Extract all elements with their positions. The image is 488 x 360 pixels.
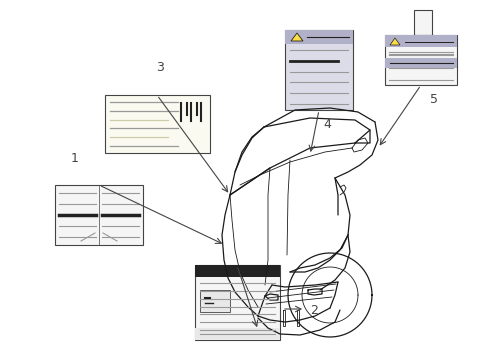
Bar: [285, 30, 352, 110]
Text: 5: 5: [429, 93, 437, 106]
Bar: [195, 265, 280, 277]
Text: 3: 3: [156, 61, 163, 74]
Bar: [384, 58, 456, 68]
Text: 2: 2: [309, 303, 317, 316]
Polygon shape: [389, 38, 399, 45]
Text: 1: 1: [71, 152, 79, 165]
Bar: [413, 10, 431, 35]
Bar: [195, 328, 280, 340]
Bar: [55, 185, 142, 245]
Text: 4: 4: [323, 118, 330, 131]
Bar: [195, 265, 280, 340]
Bar: [105, 95, 209, 153]
Bar: [384, 35, 456, 85]
Bar: [384, 35, 456, 47]
Bar: [285, 30, 352, 44]
Bar: [200, 290, 229, 312]
Polygon shape: [290, 33, 303, 41]
